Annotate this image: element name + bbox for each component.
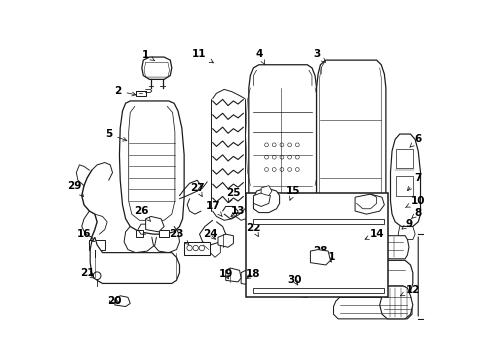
Polygon shape bbox=[120, 101, 184, 234]
Polygon shape bbox=[369, 249, 377, 259]
Polygon shape bbox=[391, 134, 420, 226]
Polygon shape bbox=[159, 230, 169, 237]
Text: 18: 18 bbox=[246, 269, 261, 279]
Polygon shape bbox=[142, 57, 172, 80]
Text: 15: 15 bbox=[286, 186, 301, 200]
Polygon shape bbox=[329, 260, 413, 296]
Text: 7: 7 bbox=[408, 173, 422, 190]
Text: 9: 9 bbox=[402, 219, 413, 229]
Polygon shape bbox=[241, 270, 259, 286]
Polygon shape bbox=[89, 239, 105, 249]
Circle shape bbox=[288, 143, 292, 147]
Circle shape bbox=[280, 167, 284, 171]
Circle shape bbox=[280, 143, 284, 147]
Text: 30: 30 bbox=[288, 275, 302, 285]
Text: 22: 22 bbox=[246, 223, 261, 237]
Text: 31: 31 bbox=[321, 252, 335, 262]
Polygon shape bbox=[292, 282, 311, 297]
Circle shape bbox=[295, 155, 299, 159]
Circle shape bbox=[193, 245, 198, 251]
Polygon shape bbox=[355, 194, 384, 214]
Circle shape bbox=[288, 167, 292, 171]
Text: 1: 1 bbox=[142, 50, 154, 60]
Circle shape bbox=[265, 155, 269, 159]
Text: 28: 28 bbox=[313, 246, 328, 256]
Polygon shape bbox=[380, 286, 413, 319]
Polygon shape bbox=[115, 296, 130, 307]
Polygon shape bbox=[338, 236, 409, 259]
Text: 13: 13 bbox=[231, 206, 245, 217]
Text: 10: 10 bbox=[406, 196, 425, 207]
Polygon shape bbox=[317, 60, 386, 253]
Circle shape bbox=[272, 143, 276, 147]
Circle shape bbox=[288, 155, 292, 159]
Text: 6: 6 bbox=[410, 134, 422, 147]
Polygon shape bbox=[334, 297, 412, 319]
Polygon shape bbox=[261, 186, 272, 195]
Text: 19: 19 bbox=[219, 269, 233, 279]
Text: 14: 14 bbox=[365, 229, 384, 239]
Text: 26: 26 bbox=[134, 206, 150, 221]
Text: 23: 23 bbox=[169, 229, 189, 244]
Polygon shape bbox=[226, 268, 241, 282]
Text: 16: 16 bbox=[77, 229, 94, 242]
Circle shape bbox=[272, 167, 276, 171]
Polygon shape bbox=[259, 234, 274, 245]
Circle shape bbox=[265, 167, 269, 171]
Polygon shape bbox=[253, 219, 384, 224]
Text: 5: 5 bbox=[105, 129, 127, 141]
Polygon shape bbox=[136, 91, 146, 95]
Circle shape bbox=[272, 155, 276, 159]
Polygon shape bbox=[136, 230, 143, 237]
Polygon shape bbox=[249, 65, 317, 251]
Polygon shape bbox=[396, 149, 413, 168]
Polygon shape bbox=[253, 188, 280, 213]
Text: 20: 20 bbox=[108, 296, 122, 306]
Polygon shape bbox=[328, 255, 346, 270]
Text: 25: 25 bbox=[226, 188, 241, 203]
Circle shape bbox=[295, 143, 299, 147]
Polygon shape bbox=[311, 249, 330, 265]
Polygon shape bbox=[396, 176, 413, 195]
Polygon shape bbox=[253, 192, 270, 206]
Text: 8: 8 bbox=[412, 208, 422, 219]
Text: 11: 11 bbox=[192, 49, 214, 63]
Polygon shape bbox=[90, 237, 179, 283]
Bar bbox=[245, 193, 388, 297]
Text: 3: 3 bbox=[313, 49, 325, 62]
Polygon shape bbox=[184, 242, 210, 255]
Circle shape bbox=[280, 155, 284, 159]
Text: 24: 24 bbox=[203, 229, 218, 239]
Circle shape bbox=[295, 167, 299, 171]
Polygon shape bbox=[218, 234, 233, 247]
Text: 27: 27 bbox=[190, 183, 204, 197]
Circle shape bbox=[187, 245, 192, 251]
Circle shape bbox=[265, 143, 269, 147]
Text: 12: 12 bbox=[400, 285, 420, 296]
Polygon shape bbox=[146, 216, 164, 232]
Circle shape bbox=[199, 245, 204, 251]
Circle shape bbox=[93, 272, 101, 280]
Polygon shape bbox=[253, 288, 384, 293]
Text: 21: 21 bbox=[80, 268, 95, 278]
Circle shape bbox=[296, 287, 303, 293]
Text: 2: 2 bbox=[114, 86, 136, 96]
Text: 29: 29 bbox=[67, 181, 83, 197]
Text: 17: 17 bbox=[206, 202, 222, 216]
Polygon shape bbox=[324, 249, 332, 259]
Text: 4: 4 bbox=[255, 49, 265, 64]
